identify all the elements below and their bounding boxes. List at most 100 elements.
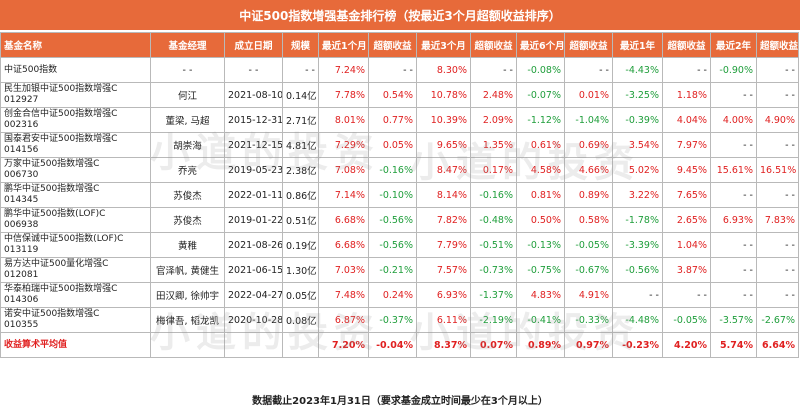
return-cell: - - — [612, 282, 663, 308]
fund-name: 鹏华中证500指数增强C — [4, 184, 100, 194]
fund-name-cell: 易方达中证500量化增强C 012081 — [0, 257, 151, 283]
return-cell: 4.04% — [662, 107, 711, 133]
return-cell: 0.89% — [564, 182, 613, 208]
fund-manager-cell: 胡崇海 — [150, 132, 225, 158]
return-cell: - - — [756, 82, 799, 108]
inception-date-cell: 2021-12-15 — [224, 132, 283, 158]
column-header: 基金名称 — [0, 32, 151, 58]
return-cell: 2.48% — [470, 82, 517, 108]
table-row: 万家中证500指数增强C 006730 乔亮 2019-05-23 2.38亿 7.08%… — [0, 157, 799, 183]
fund-size-cell: 0.05亿 — [282, 282, 319, 308]
return-cell: - - — [662, 57, 711, 83]
table-row: 华泰柏瑞中证500指数增强C 014306 田汉卿, 徐帅宇 2022-04-27 0.… — [0, 282, 799, 308]
inception-date-cell: 2022-01-11 — [224, 182, 283, 208]
return-cell: 6.93% — [416, 282, 471, 308]
average-return-cell: 4.20% — [662, 332, 711, 358]
return-cell: 7.03% — [318, 257, 369, 283]
return-cell: - - — [368, 57, 417, 83]
fund-manager-cell: 黄稚 — [150, 232, 225, 258]
return-cell: -4.43% — [612, 57, 663, 83]
return-cell: 7.08% — [318, 157, 369, 183]
return-cell: 7.83% — [756, 207, 799, 233]
return-cell: 6.68% — [318, 232, 369, 258]
column-header: 基金经理 — [150, 32, 225, 58]
fund-name-cell: 中证500指数 — [0, 57, 151, 83]
fund-code: 014156 — [4, 145, 39, 155]
return-cell: 7.97% — [662, 132, 711, 158]
return-cell: 7.24% — [318, 57, 369, 83]
return-cell: 5.02% — [612, 157, 663, 183]
return-cell: - - — [710, 282, 757, 308]
return-cell: -0.51% — [470, 232, 517, 258]
return-cell: 4.91% — [564, 282, 613, 308]
fund-name-cell: 鹏华中证500指数增强C 014345 — [0, 182, 151, 208]
fund-size-cell: 2.71亿 — [282, 107, 319, 133]
average-return-cell: 7.20% — [318, 332, 369, 358]
return-cell: - - — [756, 57, 799, 83]
return-cell: -2.67% — [756, 307, 799, 333]
return-cell: -3.39% — [612, 232, 663, 258]
column-header: 超额收益 — [662, 32, 711, 58]
fund-name: 国泰君安中证500指数增强C — [4, 134, 118, 144]
fund-size-cell: 2.38亿 — [282, 157, 319, 183]
return-cell: 7.78% — [318, 82, 369, 108]
fund-code: 014345 — [4, 195, 39, 205]
table-row: 诺安中证500指数增强C 010355 梅律吾, 韬龙凯 2020-10-28 0.08… — [0, 307, 799, 333]
average-return-cell: -0.23% — [612, 332, 663, 358]
return-cell: -0.48% — [470, 207, 517, 233]
fund-name-cell: 诺安中证500指数增强C 010355 — [0, 307, 151, 333]
return-cell: 7.29% — [318, 132, 369, 158]
return-cell: -3.57% — [710, 307, 757, 333]
inception-date-cell: 2021-06-15 — [224, 257, 283, 283]
table-row: 国泰君安中证500指数增强C 014156 胡崇海 2021-12-15 4.81亿 7.… — [0, 132, 799, 158]
return-cell: 0.54% — [368, 82, 417, 108]
data-note: 数据截止2023年1月31日（要求基金成立时间最少在3个月以上） — [252, 396, 548, 407]
return-cell: 0.24% — [368, 282, 417, 308]
return-cell: -0.56% — [368, 207, 417, 233]
fund-code: 014306 — [4, 295, 39, 305]
return-cell: 10.78% — [416, 82, 471, 108]
fund-code: 012081 — [4, 270, 39, 280]
return-cell: - - — [710, 82, 757, 108]
return-cell: -1.78% — [612, 207, 663, 233]
return-cell: -2.19% — [470, 307, 517, 333]
inception-date-cell: 2019-01-22 — [224, 207, 283, 233]
return-cell: 8.30% — [416, 57, 471, 83]
return-cell: - - — [756, 182, 799, 208]
return-cell: 0.05% — [368, 132, 417, 158]
return-cell: 8.47% — [416, 157, 471, 183]
inception-date-cell: - - — [224, 57, 283, 83]
return-cell: 7.14% — [318, 182, 369, 208]
fund-size-cell: 0.86亿 — [282, 182, 319, 208]
column-header: 超额收益 — [564, 32, 613, 58]
return-cell: 7.57% — [416, 257, 471, 283]
return-cell: 3.22% — [612, 182, 663, 208]
return-cell: 7.65% — [662, 182, 711, 208]
average-return-cell: 0.07% — [470, 332, 517, 358]
return-cell: 7.82% — [416, 207, 471, 233]
return-cell: 3.87% — [662, 257, 711, 283]
fund-name: 创金合信中证500指数增强C — [4, 109, 118, 119]
column-header: 最近1年 — [612, 32, 663, 58]
return-cell: - - — [756, 232, 799, 258]
return-cell: 10.39% — [416, 107, 471, 133]
fund-name: 鹏华中证500指数(LOF)C — [4, 209, 106, 219]
return-cell: 6.87% — [318, 307, 369, 333]
column-header: 最近3个月 — [416, 32, 471, 58]
return-cell: -0.13% — [516, 232, 565, 258]
return-cell: 0.69% — [564, 132, 613, 158]
return-cell: 1.04% — [662, 232, 711, 258]
fund-manager-cell: - - — [150, 57, 225, 83]
fund-size-cell: 0.19亿 — [282, 232, 319, 258]
return-cell: 6.93% — [710, 207, 757, 233]
return-cell: -1.37% — [470, 282, 517, 308]
fund-manager-cell: 何江 — [150, 82, 225, 108]
return-cell: -4.48% — [612, 307, 663, 333]
return-cell: -0.41% — [516, 307, 565, 333]
return-cell: - - — [710, 182, 757, 208]
fund-size-cell: - - — [282, 57, 319, 83]
return-cell: -0.39% — [612, 107, 663, 133]
fund-name: 易方达中证500量化增强C — [4, 259, 109, 269]
fund-size-cell: 0.14亿 — [282, 82, 319, 108]
fund-name-cell: 华泰柏瑞中证500指数增强C 014306 — [0, 282, 151, 308]
